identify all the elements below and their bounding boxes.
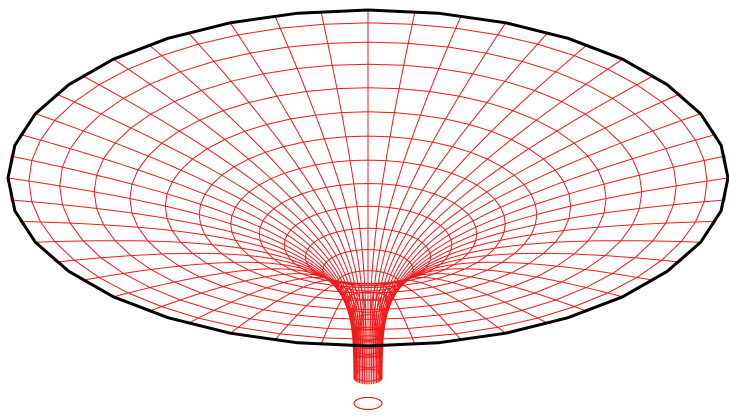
- mesh-meridian: [148, 44, 360, 374]
- mesh-meridian: [381, 155, 726, 378]
- mesh-meridian: [376, 44, 588, 374]
- mesh-meridian: [377, 268, 623, 383]
- mesh-ring: [353, 396, 383, 410]
- mesh-meridian: [371, 15, 462, 373]
- mesh-meridian: [274, 15, 365, 373]
- mesh-meridian: [113, 58, 359, 375]
- mesh-meridian: [20, 221, 355, 380]
- rim-outline: [6, 8, 729, 348]
- mesh-meridian: [381, 199, 725, 380]
- mesh-meridian: [113, 268, 359, 383]
- mesh-meridian: [20, 134, 355, 377]
- mesh-meridian: [369, 11, 416, 373]
- mesh-meridian: [381, 134, 716, 377]
- mesh-meridian: [82, 261, 358, 383]
- mesh-meridian: [35, 113, 356, 377]
- mesh-meridian: [380, 113, 701, 377]
- mesh-meridian: [320, 11, 367, 373]
- mesh-meridian: [381, 221, 716, 380]
- mesh-meridian: [374, 32, 549, 374]
- mesh-meridian: [187, 32, 362, 374]
- mesh-meridian: [82, 75, 358, 375]
- mesh-meridian: [372, 22, 507, 373]
- mesh-meridian: [10, 155, 355, 378]
- mesh-meridian: [11, 199, 355, 380]
- mesh-meridian: [378, 261, 654, 383]
- mesh-meridian: [229, 22, 364, 373]
- mesh-meridian: [371, 281, 462, 385]
- mesh-meridian: [377, 58, 623, 375]
- mesh-meridian: [274, 281, 365, 385]
- mesh-meridian: [379, 93, 681, 376]
- mesh-meridian: [378, 75, 654, 375]
- wireframe-mesh: [7, 9, 729, 410]
- mesh-meridian: [55, 93, 357, 376]
- mesh-meridian: [374, 277, 549, 384]
